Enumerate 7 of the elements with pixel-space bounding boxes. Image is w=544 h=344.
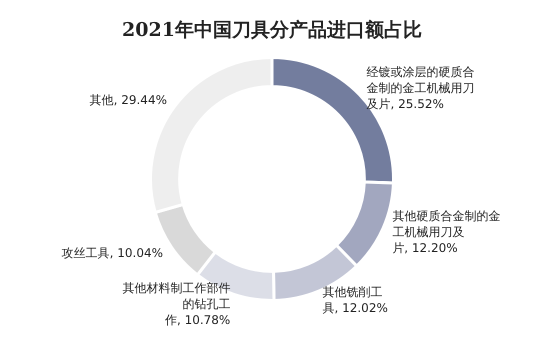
chart-title: 2021年中国刀具分产品进口额占比 [121, 18, 423, 43]
slice-label: 其他材料制工作部件的钻孔工作, 10.78% [121, 280, 230, 328]
slice-label: 其他铣削工具, 12.02% [322, 284, 389, 316]
slice-label: 其他硬质合金制的金工机械用刀及片, 12.20% [392, 208, 502, 256]
slice-label: 其他, 29.44% [88, 92, 167, 108]
slice-label: 经镀或涂层的硬质合金制的金工机械用刀及片, 25.52% [366, 64, 476, 112]
slice-label: 攻丝工具, 10.04% [60, 244, 164, 261]
